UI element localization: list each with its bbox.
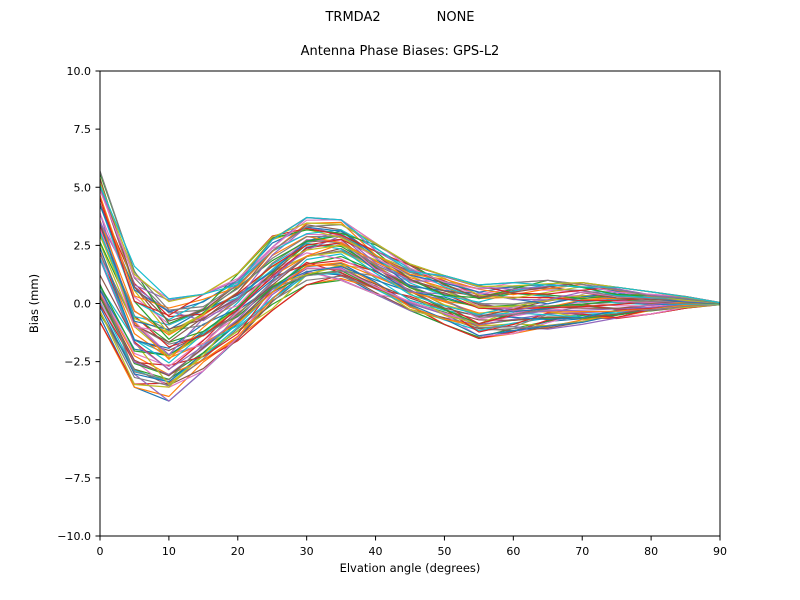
bias-curve — [100, 267, 720, 377]
suptitle-station: TRMDA2 — [325, 10, 381, 25]
x-tick-label: 90 — [713, 545, 727, 558]
y-tick-label: 5.0 — [74, 181, 92, 194]
x-tick-label: 20 — [231, 545, 245, 558]
y-tick-label: −2.5 — [64, 356, 91, 369]
chart-suptitle: TRMDA2 NONE — [0, 10, 800, 25]
x-tick-label: 0 — [97, 545, 104, 558]
bias-curve — [100, 186, 720, 330]
x-tick-label: 80 — [644, 545, 658, 558]
bias-curve — [100, 185, 720, 304]
bias-curve — [100, 228, 720, 333]
x-tick-label: 30 — [300, 545, 314, 558]
y-tick-label: −7.5 — [64, 472, 91, 485]
bias-curve — [100, 242, 720, 364]
y-tick-label: 0.0 — [74, 298, 92, 311]
bias-curve — [100, 205, 720, 313]
y-tick-label: 2.5 — [74, 239, 92, 252]
x-tick-label: 40 — [369, 545, 383, 558]
x-tick-label: 60 — [506, 545, 520, 558]
bias-curve — [100, 221, 720, 322]
y-tick-label: −10.0 — [57, 530, 91, 543]
x-tick-label: 70 — [575, 545, 589, 558]
chart-title: Antenna Phase Biases: GPS-L2 — [300, 44, 500, 59]
y-tick-label: 10.0 — [67, 65, 92, 78]
x-tick-label: 50 — [437, 545, 451, 558]
bias-curve — [100, 261, 720, 366]
y-tick-label: −5.0 — [64, 414, 91, 427]
suptitle-radome: NONE — [436, 10, 475, 25]
y-axis-label: Bias (mm) — [27, 274, 41, 333]
y-tick-label: 7.5 — [74, 123, 92, 136]
bias-curve — [100, 212, 720, 356]
x-tick-label: 10 — [162, 545, 176, 558]
bias-curve — [100, 220, 720, 336]
x-axis-label: Elvation angle (degrees) — [340, 561, 481, 575]
